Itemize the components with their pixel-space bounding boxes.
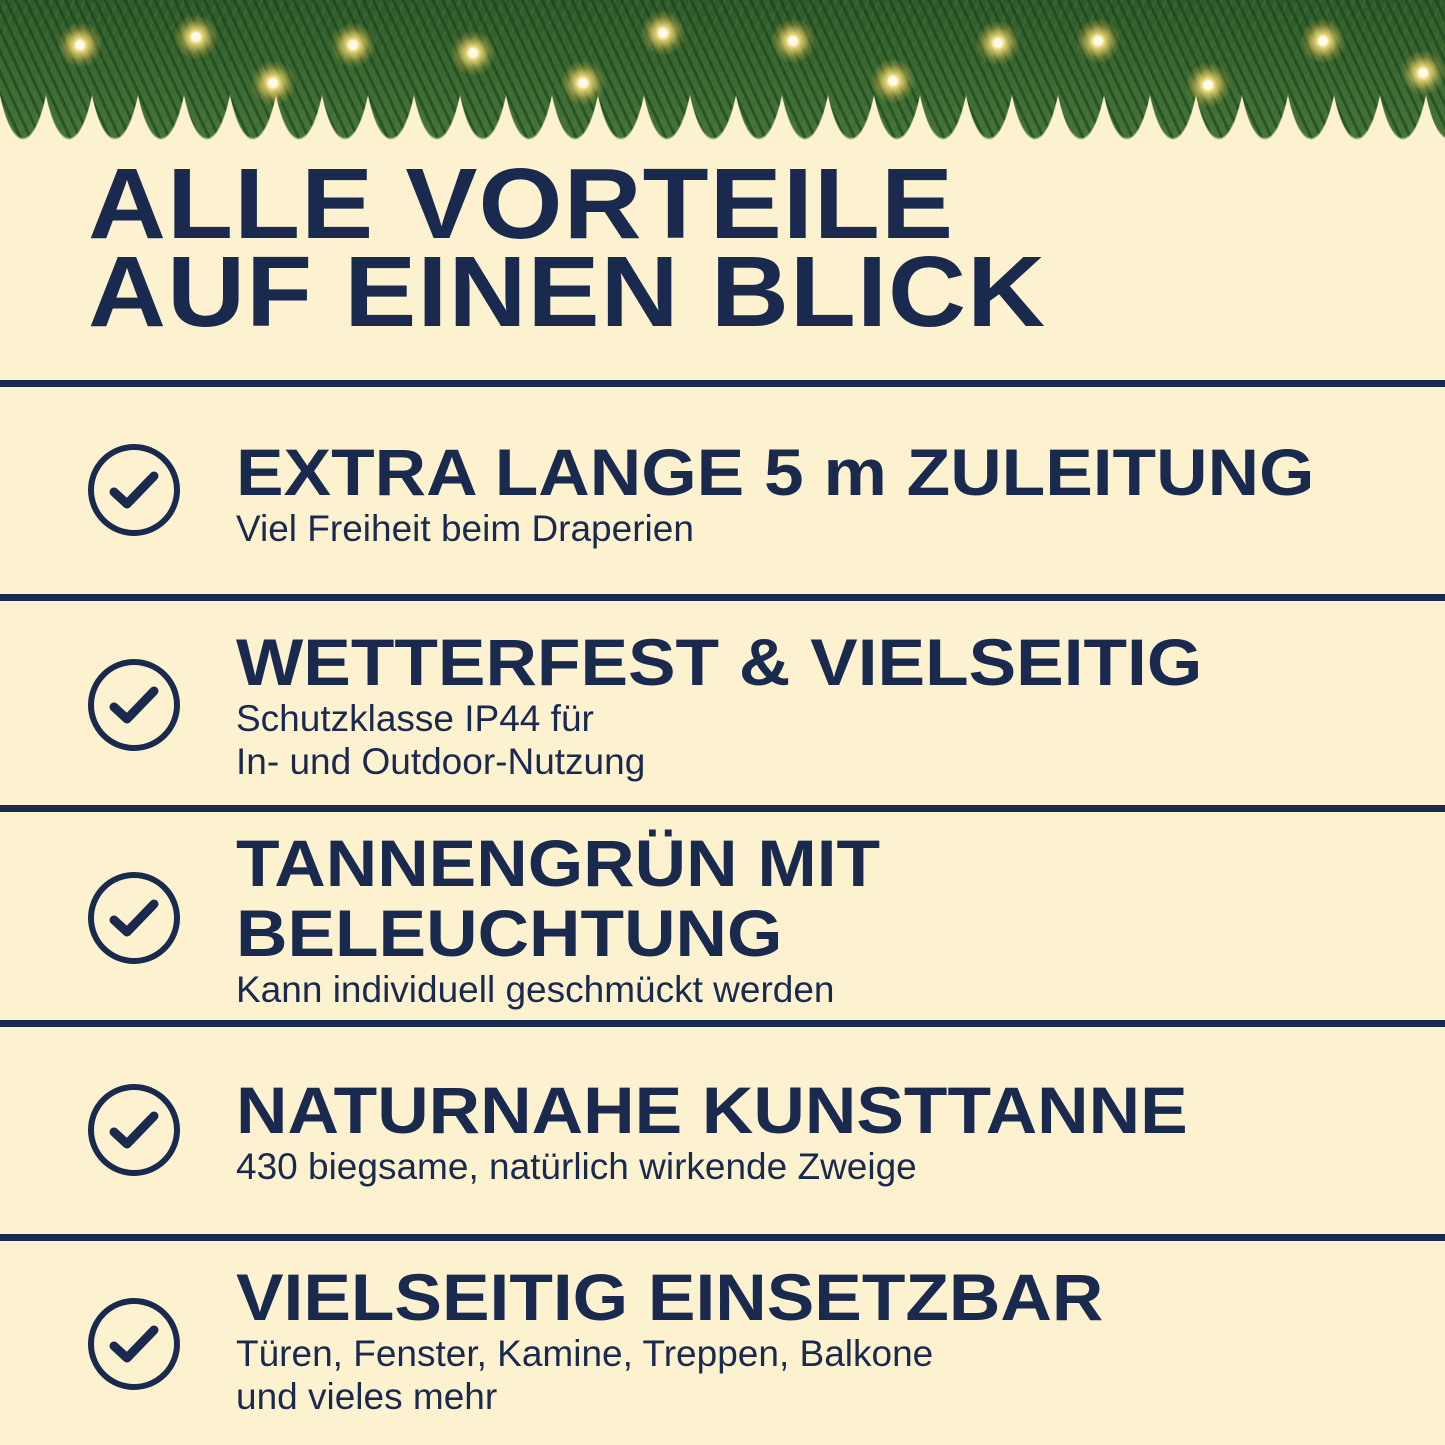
feature-item: WETTERFEST & VIELSEITIG Schutzklasse IP44… xyxy=(236,627,1202,783)
garland-image xyxy=(0,0,1445,140)
check-circle-icon xyxy=(88,444,180,536)
feature-heading: EXTRA LANGE 5 m ZULEITUNG xyxy=(236,435,1315,509)
title-line-2: AUF EINEN BLICK xyxy=(88,236,1047,348)
feature-description: Viel Freiheit beim Draperien xyxy=(236,508,694,549)
feature-heading: BELEUCHTUNG xyxy=(236,896,783,970)
feature-description: 430 biegsame, natürlich wirkende Zweige xyxy=(236,1146,917,1187)
feature-heading: VIELSEITIG EINSETZBAR xyxy=(236,1260,1104,1334)
check-circle-icon xyxy=(88,872,180,964)
divider xyxy=(0,380,1445,387)
title-line-1: ALLE VORTEILE xyxy=(88,148,955,260)
check-circle-icon xyxy=(88,1084,180,1176)
feature-heading: WETTERFEST & VIELSEITIG xyxy=(236,625,1203,699)
divider xyxy=(0,1234,1445,1241)
feature-item: TANNENGRÜN MIT BELEUCHTUNG Kann individuel… xyxy=(236,828,880,1011)
feature-item: VIELSEITIG EINSETZBAR Türen, Fenster, Kam… xyxy=(236,1262,1103,1418)
feature-item: EXTRA LANGE 5 m ZULEITUNG Viel Freiheit b… xyxy=(236,437,1314,550)
feature-heading: NATURNAHE KUNSTTANNE xyxy=(236,1073,1188,1147)
divider xyxy=(0,594,1445,601)
feature-heading: TANNENGRÜN MIT xyxy=(236,826,881,900)
feature-item: NATURNAHE KUNSTTANNE 430 biegsame, natürl… xyxy=(236,1075,1188,1188)
feature-description: und vieles mehr xyxy=(236,1376,498,1417)
page-title: ALLE VORTEILE AUF EINEN BLICK xyxy=(88,148,1047,348)
feature-description: Schutzklasse IP44 für xyxy=(236,698,594,739)
divider xyxy=(0,1020,1445,1027)
check-circle-icon xyxy=(88,1298,180,1390)
feature-description: In- und Outdoor-Nutzung xyxy=(236,741,646,782)
feature-description: Kann individuell geschmückt werden xyxy=(236,969,835,1010)
feature-description: Türen, Fenster, Kamine, Treppen, Balkone xyxy=(236,1333,934,1374)
divider xyxy=(0,805,1445,812)
check-circle-icon xyxy=(88,659,180,751)
